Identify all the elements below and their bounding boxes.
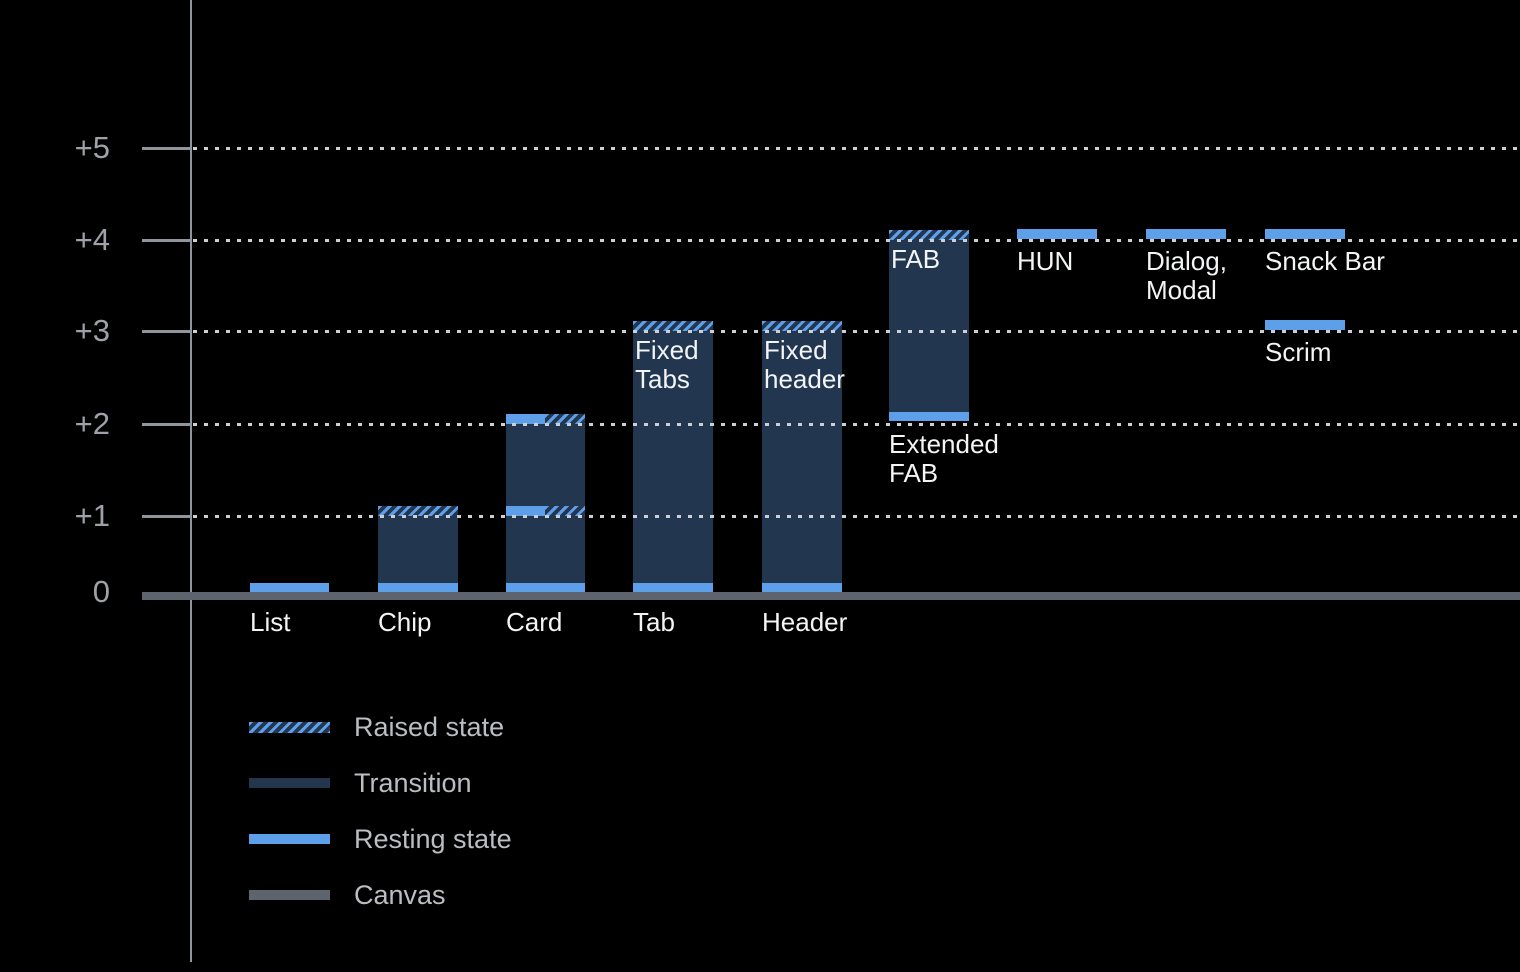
legend-item-solid-navy: Transition: [249, 767, 472, 799]
resting-band: [1017, 229, 1097, 239]
raised-band: [633, 321, 713, 331]
y-tick-mark: [142, 423, 192, 426]
bar-axis-label: Tab: [633, 607, 675, 637]
legend-item-label: Resting state: [354, 823, 512, 854]
bar-axis-label: Card: [506, 607, 563, 637]
transition-segment: [889, 230, 969, 421]
resting-band: [506, 414, 545, 424]
resting-band: [1146, 229, 1226, 239]
y-tick-label: +5: [74, 130, 110, 165]
band-label: HUN: [1017, 246, 1074, 276]
band-label: Scrim: [1265, 337, 1332, 367]
resting-band: [506, 583, 585, 592]
solid-navy-swatch: [249, 778, 330, 788]
transition-segment: [762, 321, 842, 592]
y-tick-label: +1: [74, 498, 110, 533]
raised-band: [762, 321, 842, 331]
legend-item-label: Transition: [354, 767, 472, 798]
transition-segment: [378, 506, 458, 592]
y-tick-mark: [142, 147, 192, 150]
bar-top-label: FAB: [891, 244, 941, 274]
bar-axis-label: List: [250, 607, 291, 637]
resting-band: [250, 583, 329, 592]
resting-band: [633, 583, 713, 592]
elevation-gridline: [193, 147, 1520, 150]
solid-blue-swatch: [249, 834, 330, 844]
y-tick-label: 0: [92, 574, 110, 609]
transition-segment: [633, 321, 713, 592]
raised-band: [889, 230, 969, 240]
hatched-swatch: [249, 721, 330, 733]
y-tick-label: +2: [74, 406, 110, 441]
canvas-baseline: [142, 592, 1520, 600]
bar-axis-label: Header: [762, 607, 848, 637]
resting-band: [762, 583, 842, 592]
elevation-gridline: [193, 515, 1520, 518]
resting-band: [1265, 320, 1345, 330]
y-tick-mark: [142, 515, 192, 518]
y-tick-mark: [142, 330, 192, 333]
bar-bottom-label: Extended FAB: [889, 429, 999, 488]
y-tick-mark: [142, 239, 192, 242]
elevation-gridline: [193, 239, 1520, 242]
elevation-gridline: [193, 330, 1520, 333]
resting-band: [506, 506, 545, 516]
raised-band: [545, 414, 585, 424]
resting-band: [378, 583, 458, 592]
transition-segment: [506, 414, 585, 592]
y-tick-label: +4: [74, 222, 110, 257]
y-axis-line: [190, 0, 192, 962]
bar-axis-label: Chip: [378, 607, 432, 637]
y-tick-label: +3: [74, 313, 110, 348]
bar-top-label: Fixed header: [764, 335, 845, 394]
solid-gray-swatch: [249, 890, 330, 900]
legend-item-hatched: Raised state: [249, 711, 504, 743]
legend-item-solid-blue: Resting state: [249, 823, 512, 855]
resting-band: [1265, 229, 1345, 239]
raised-band: [378, 506, 458, 516]
legend-item-label: Raised state: [354, 711, 505, 742]
legend-item-label: Canvas: [354, 879, 446, 910]
band-label: Snack Bar: [1265, 246, 1385, 276]
bar-top-label: Fixed Tabs: [635, 335, 699, 394]
raised-band: [545, 506, 585, 516]
elevation-gridline: [193, 423, 1520, 426]
band-label: Dialog, Modal: [1146, 246, 1227, 305]
legend-item-solid-gray: Canvas: [249, 879, 446, 911]
resting-band: [889, 412, 969, 421]
